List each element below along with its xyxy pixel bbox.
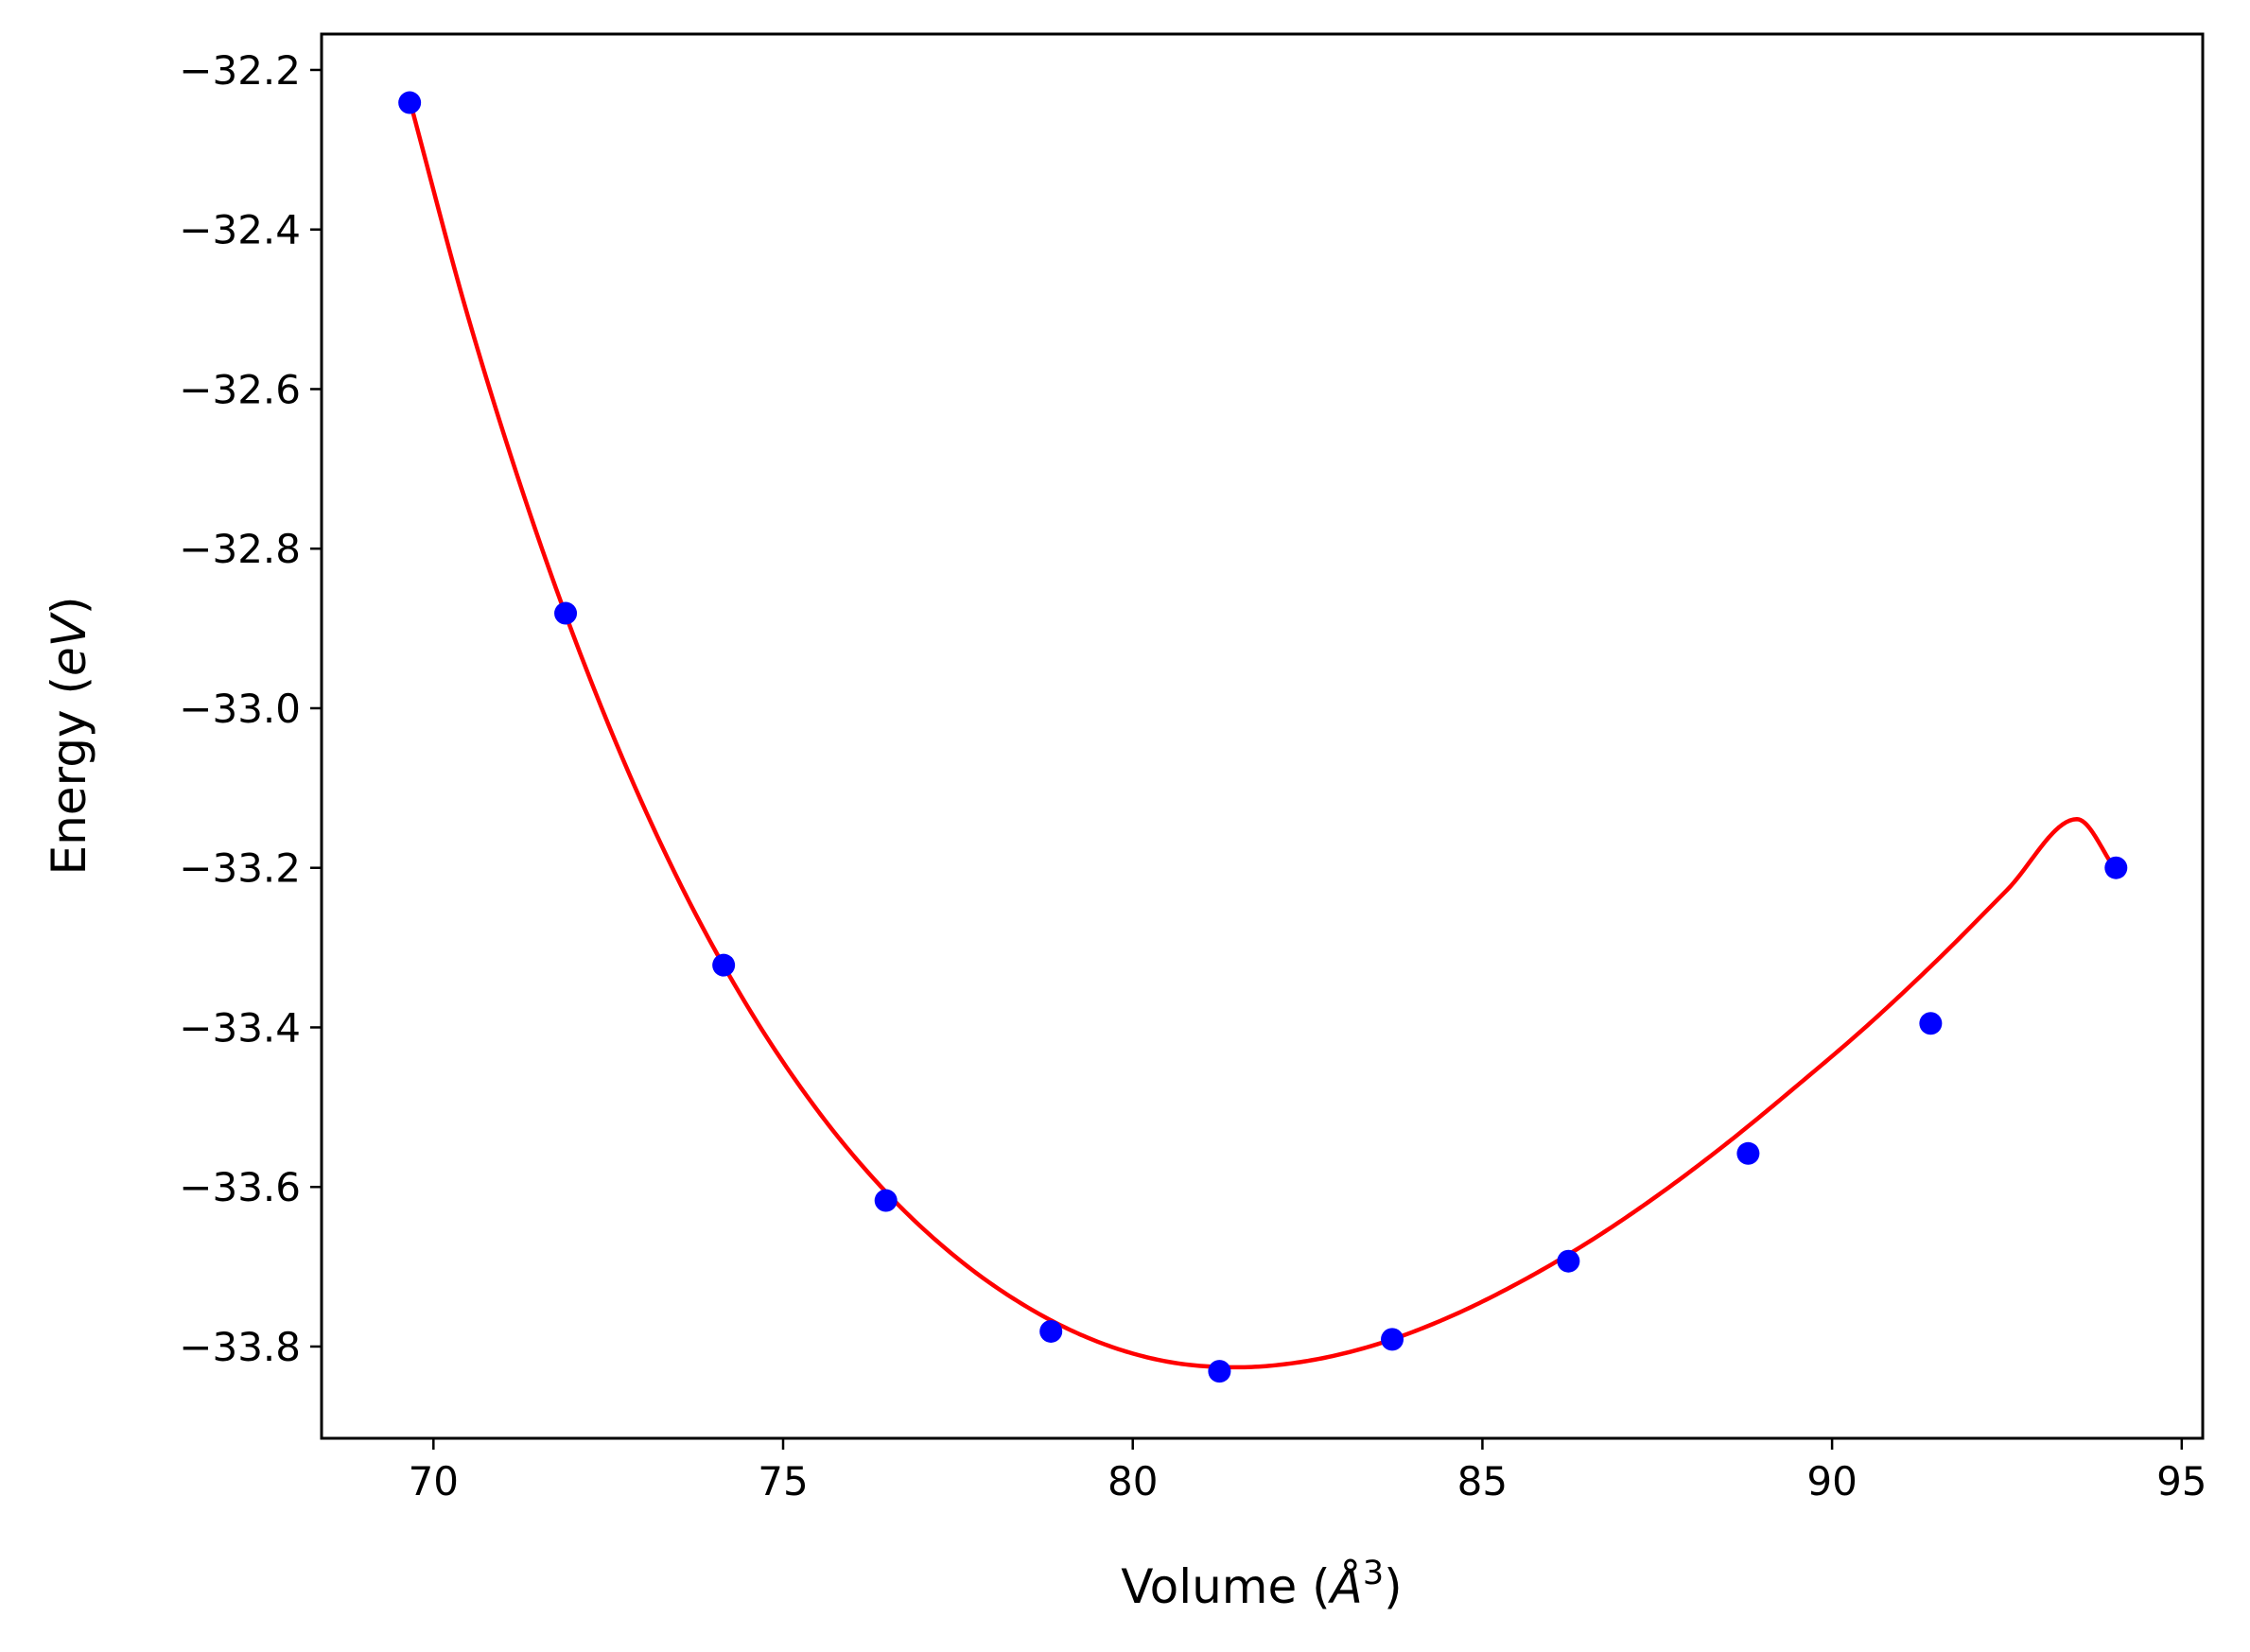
x-tick-label: 70 — [409, 1458, 459, 1504]
y-tick-label: −33.6 — [179, 1164, 301, 1210]
fit-curve-layer — [407, 97, 2119, 1370]
x-axis-label-superscript: 3 — [1363, 1555, 1384, 1592]
data-point — [1208, 1360, 1231, 1383]
y-tick-label: −33.8 — [179, 1324, 301, 1370]
plot-area-frame — [320, 32, 2205, 1440]
y-tick-label: −33.4 — [179, 1004, 301, 1051]
data-point — [1381, 1328, 1404, 1351]
x-tick-label: 90 — [1806, 1458, 1857, 1504]
data-point — [2104, 856, 2128, 879]
data-point — [1736, 1141, 1760, 1165]
y-axis-label-main: Energy ( — [42, 676, 96, 875]
y-tick-label: −32.6 — [179, 366, 301, 412]
data-point — [554, 601, 578, 625]
x-tick-label: 75 — [758, 1458, 808, 1504]
y-tick-label: −33.0 — [179, 686, 301, 732]
x-tick-label: 80 — [1108, 1458, 1158, 1504]
y-tick-label: −32.8 — [179, 526, 301, 572]
y-tick-label: −32.4 — [179, 207, 301, 253]
x-tick-label: 95 — [2156, 1458, 2206, 1504]
data-point — [1039, 1319, 1063, 1343]
fit-curve-line — [407, 97, 2119, 1370]
x-axis-ticks: 70 75 80 85 90 95 — [409, 1438, 2207, 1504]
data-point — [1919, 1012, 1943, 1035]
y-axis-label-unit: eV — [42, 611, 96, 676]
x-axis-label-close: ) — [1384, 1559, 1403, 1614]
x-tick-label: 85 — [1457, 1458, 1508, 1504]
data-point — [712, 953, 736, 977]
data-point — [398, 91, 422, 114]
y-axis-ticks: −33.8 −33.6 −33.4 −33.2 −33.0 −32.8 −32.6 −32.4… — [179, 47, 322, 1370]
y-axis-label: Energy (eV) — [42, 597, 96, 876]
y-tick-label: −32.2 — [179, 47, 301, 94]
data-point — [1557, 1249, 1580, 1273]
x-axis-label: Volume (Å3) — [1121, 1555, 1402, 1614]
data-points-layer — [398, 91, 2128, 1383]
x-axis-label-main: Volume ( — [1121, 1559, 1330, 1614]
data-point — [874, 1189, 898, 1212]
x-axis-label-symbol: Å — [1328, 1559, 1363, 1614]
y-axis-label-close: ) — [42, 597, 96, 616]
y-tick-label: −33.2 — [179, 845, 301, 892]
